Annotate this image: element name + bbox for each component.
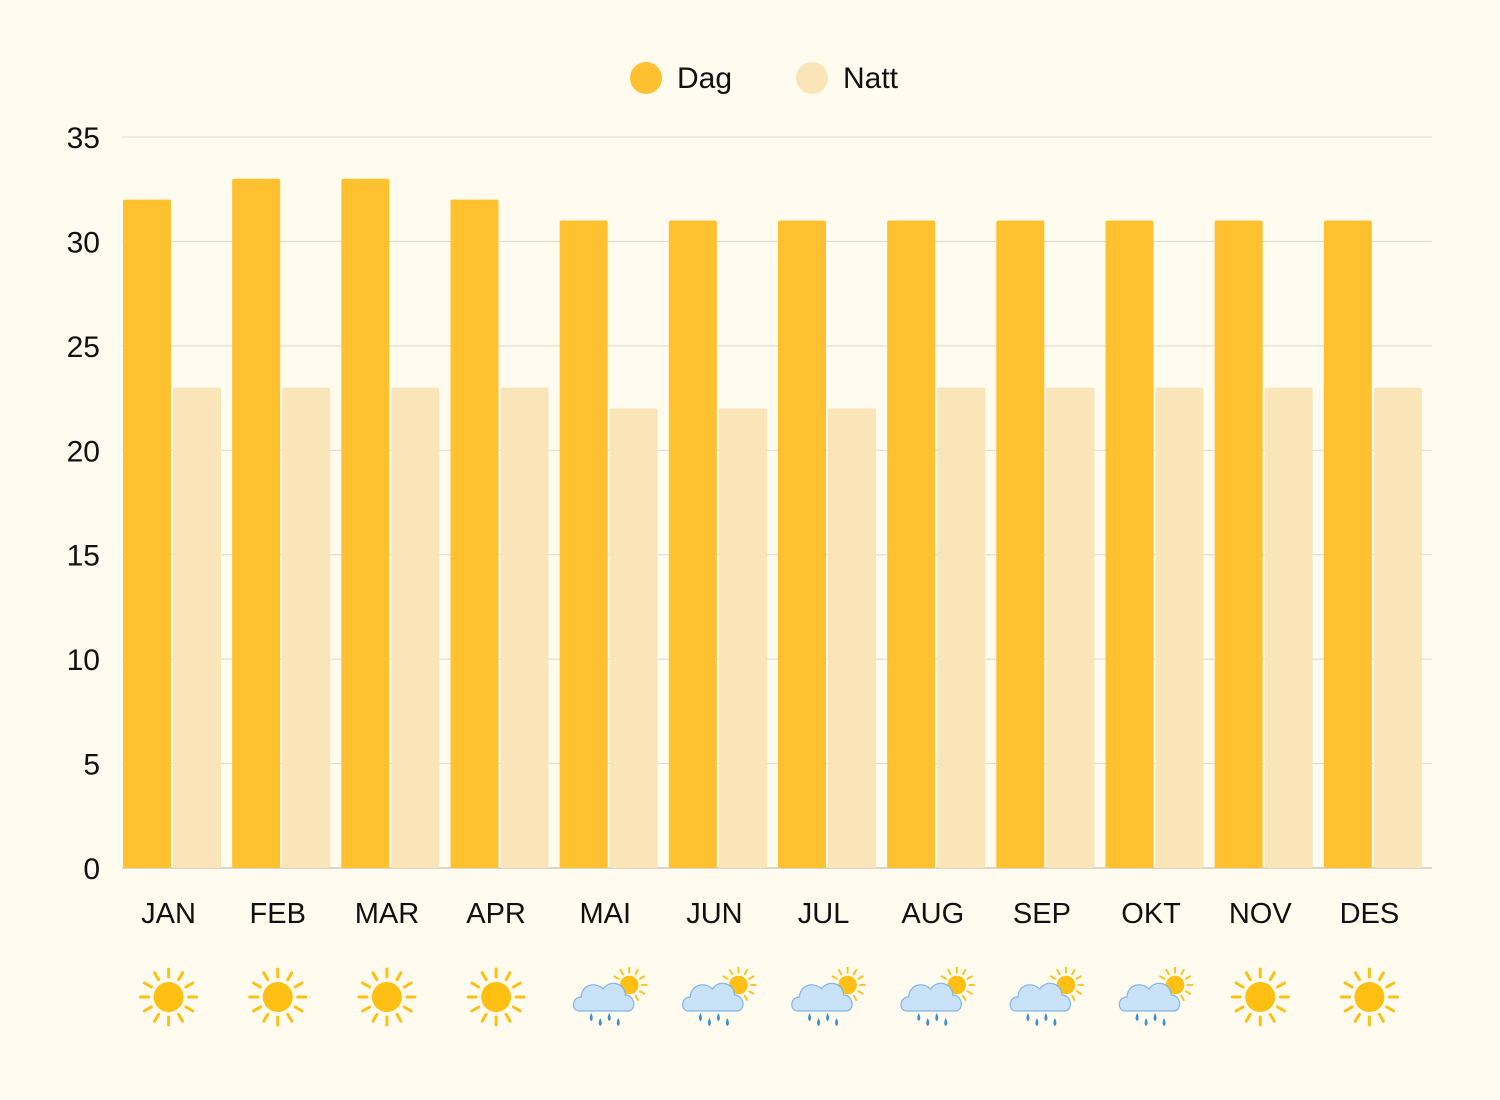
bar-natt-nov: Natt NOV: 23 bbox=[1264, 387, 1313, 868]
bar-natt-jan: Natt JAN: 23 bbox=[173, 387, 221, 868]
bar-natt-okt: Natt OKT: 23 bbox=[1155, 387, 1204, 868]
bar-natt-feb: Natt FEB: 23 bbox=[282, 387, 331, 868]
x-tick-label: OKT bbox=[1121, 898, 1181, 930]
bar-dag-sep: Dag SEP: 31 bbox=[996, 220, 1045, 869]
sun-icon bbox=[1230, 967, 1290, 1027]
y-tick-label: 20 bbox=[67, 435, 100, 468]
y-tick-label: 25 bbox=[67, 331, 100, 364]
rain-cloud-sun-icon bbox=[682, 966, 757, 1026]
bar-natt-des: Natt DES: 23 bbox=[1373, 387, 1422, 868]
weather-icons bbox=[139, 966, 1399, 1027]
bar-dag-des: Dag DES: 31 bbox=[1323, 220, 1372, 869]
legend-label-natt: Natt bbox=[843, 62, 899, 95]
y-tick-label: 30 bbox=[67, 226, 100, 259]
x-tick-label: AUG bbox=[901, 898, 964, 930]
y-tick-label: 10 bbox=[67, 644, 100, 677]
y-axis-ticks: 0 5 10 15 20 25 30 35 bbox=[67, 122, 100, 886]
bar-dag-okt: Dag OKT: 31 bbox=[1105, 220, 1154, 869]
bar-natt-mai: Natt MAI: 22 bbox=[609, 408, 658, 868]
x-tick-label: JAN bbox=[141, 898, 196, 930]
sun-icon bbox=[357, 967, 417, 1027]
bar-natt-sep: Natt SEP: 23 bbox=[1046, 387, 1095, 868]
y-tick-label: 5 bbox=[83, 749, 100, 782]
y-tick-label: 0 bbox=[83, 853, 100, 886]
sun-icon bbox=[1339, 967, 1399, 1027]
x-tick-label: NOV bbox=[1229, 898, 1293, 930]
x-tick-label: DES bbox=[1340, 898, 1400, 930]
sun-icon bbox=[466, 967, 526, 1027]
legend-label-dag: Dag bbox=[677, 62, 732, 95]
bars: Dag JAN: 32Natt JAN: 23Dag FEB: 33Natt F… bbox=[123, 178, 1422, 869]
rain-cloud-sun-icon bbox=[791, 966, 866, 1026]
x-tick-label: MAR bbox=[355, 898, 419, 930]
rain-cloud-sun-icon bbox=[572, 966, 648, 1026]
x-tick-label: APR bbox=[466, 898, 526, 930]
bar-natt-mar: Natt MAR: 23 bbox=[391, 387, 440, 868]
bar-dag-jul: Dag JUL: 31 bbox=[778, 220, 826, 869]
bar-natt-jun: Natt JUN: 22 bbox=[718, 408, 767, 868]
bar-dag-aug: Dag AUG: 31 bbox=[887, 220, 936, 869]
x-tick-label: MAI bbox=[579, 898, 631, 930]
bar-natt-aug: Natt AUG: 23 bbox=[937, 387, 986, 868]
bar-natt-apr: Natt APR: 23 bbox=[500, 387, 549, 868]
bar-dag-jan: Dag JAN: 32 bbox=[123, 199, 171, 868]
x-axis-labels: JAN FEB MAR APR MAI JUN JUL AUG SEP OKT NOV DES bbox=[141, 898, 1399, 930]
rain-cloud-sun-icon bbox=[900, 966, 976, 1026]
bar-dag-jun: Dag JUN: 31 bbox=[668, 220, 717, 869]
legend-swatch-dag bbox=[630, 62, 662, 94]
legend: Dag Natt bbox=[630, 62, 899, 95]
rain-cloud-sun-icon bbox=[1118, 966, 1194, 1026]
sun-icon bbox=[139, 967, 199, 1027]
bar-dag-apr: Dag APR: 32 bbox=[450, 199, 499, 868]
x-tick-label: FEB bbox=[250, 898, 306, 930]
y-tick-label: 15 bbox=[67, 540, 100, 573]
sun-icon bbox=[248, 967, 308, 1027]
bar-dag-feb: Dag FEB: 33 bbox=[232, 178, 281, 868]
x-tick-label: SEP bbox=[1013, 898, 1071, 930]
bar-natt-jul: Natt JUL: 22 bbox=[828, 408, 876, 868]
grid bbox=[122, 136, 1432, 869]
rain-cloud-sun-icon bbox=[1009, 966, 1085, 1026]
legend-swatch-natt bbox=[796, 62, 828, 94]
bar-dag-mai: Dag MAI: 31 bbox=[559, 220, 608, 869]
bar-dag-mar: Dag MAR: 33 bbox=[341, 178, 390, 868]
bar-dag-nov: Dag NOV: 31 bbox=[1214, 220, 1263, 869]
x-tick-label: JUN bbox=[686, 898, 742, 930]
y-tick-label: 35 bbox=[67, 122, 100, 155]
x-tick-label: JUL bbox=[798, 898, 850, 930]
